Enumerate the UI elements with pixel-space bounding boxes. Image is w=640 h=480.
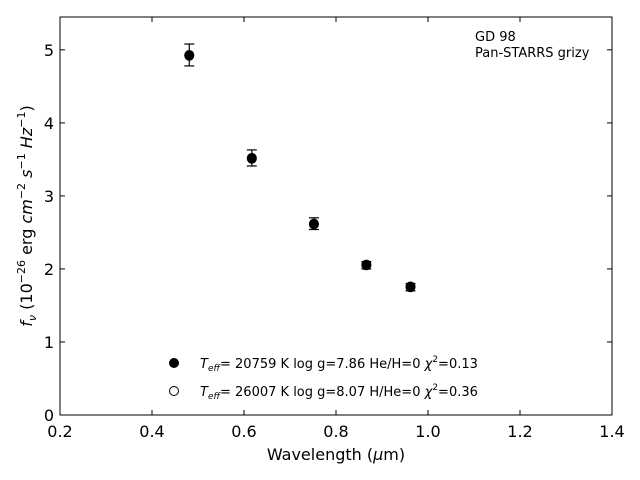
x-tick-label: 1.4 — [599, 422, 624, 441]
y-tick-label: 5 — [44, 41, 54, 60]
point-model-1 — [308, 219, 319, 230]
x-tick-label: 0.8 — [323, 422, 348, 441]
legend-marker-open — [169, 386, 179, 396]
x-tick-label: 1.2 — [507, 422, 532, 441]
legend-marker-filled — [169, 358, 179, 368]
y-tick-label: 1 — [44, 333, 54, 352]
point-model-1 — [405, 282, 416, 293]
point-model-1 — [184, 49, 195, 60]
point-model-1 — [361, 260, 372, 271]
plot-frame — [59, 16, 613, 416]
y-tick-label: 0 — [44, 406, 54, 425]
legend: Teff= 20759 K log g=7.86 He/H=0 χ2=0.13 … — [169, 355, 478, 402]
x-tick-label: 1.0 — [415, 422, 440, 441]
x-axis-label: Wavelength (μm) — [267, 445, 405, 464]
x-tick-label: 0.4 — [139, 422, 164, 441]
x-tick-label: 0.6 — [231, 422, 256, 441]
legend-entry-2: Teff= 26007 K log g=8.07 H/He=0 χ2=0.36 — [200, 383, 478, 402]
error-bars — [184, 43, 416, 292]
y-tick-labels: 0 1 2 3 4 5 — [44, 41, 54, 425]
annotation-object-name: GD 98 — [475, 30, 516, 45]
y-axis-label: fν (10−26 erg cm−2 s−1 Hz−1) — [15, 105, 39, 326]
annotation-survey-name: Pan-STARRS grizy — [475, 46, 590, 61]
x-tick-label: 0.2 — [47, 422, 72, 441]
axis-ticks — [59, 17, 613, 416]
legend-entry-1: Teff= 20759 K log g=7.86 He/H=0 χ2=0.13 — [200, 355, 478, 374]
point-model-1 — [246, 152, 257, 163]
y-tick-label: 2 — [44, 260, 54, 279]
data-points — [184, 49, 416, 293]
y-tick-label: 4 — [44, 114, 54, 133]
y-tick-label: 3 — [44, 187, 54, 206]
x-tick-labels: 0.2 0.4 0.6 0.8 1.0 1.2 1.4 — [47, 422, 624, 441]
